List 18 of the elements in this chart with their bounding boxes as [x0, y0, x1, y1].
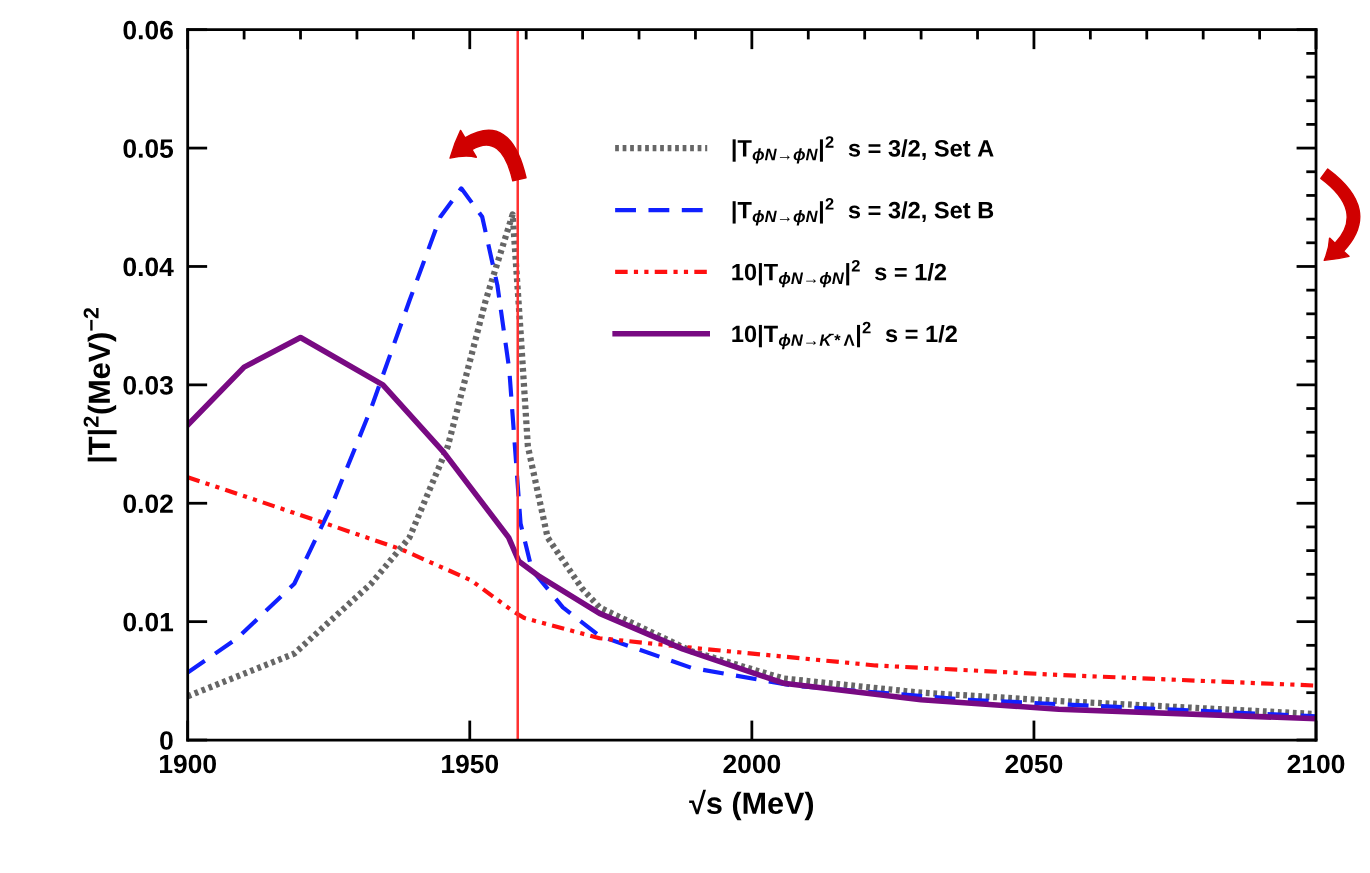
x-axis-title: √s (MeV) — [689, 789, 814, 821]
y-tick-label: 0.03 — [123, 376, 173, 395]
legend-label: 10|T$_{ϕN→K̄*Λ}$|$^{2}$ s = 1/2 — [732, 321, 957, 350]
x-tick-label: 1950 — [442, 754, 499, 774]
legend-label: |T$_{ϕN→ϕN}$|$^{2}$ s = 3/2, Set A — [732, 136, 994, 164]
legend-label: 10|T$_{ϕN→ϕN}$|$^{2}$ s = 1/2 — [732, 259, 947, 288]
y-axis-title: |T|$^{2}$(MeV)$^{−2}$ — [83, 307, 117, 462]
y-tick-label: 0.04 — [123, 257, 174, 277]
y-tick-label: 0 — [160, 731, 173, 750]
legend-label: |T$_{ϕN→ϕN}$|$^{2}$ s = 3/2, Set B — [732, 198, 994, 226]
x-tick-label: 1900 — [160, 754, 216, 774]
y-tick-label: 0.06 — [123, 20, 173, 40]
y-tick-label: 0.01 — [123, 612, 174, 632]
x-tick-label: 2100 — [1287, 754, 1345, 774]
y-tick-label: 0.02 — [123, 494, 173, 514]
y-tick-label: 0.05 — [123, 139, 174, 158]
x-tick-label: 2050 — [1005, 754, 1063, 774]
x-tick-label: 2000 — [723, 754, 781, 774]
